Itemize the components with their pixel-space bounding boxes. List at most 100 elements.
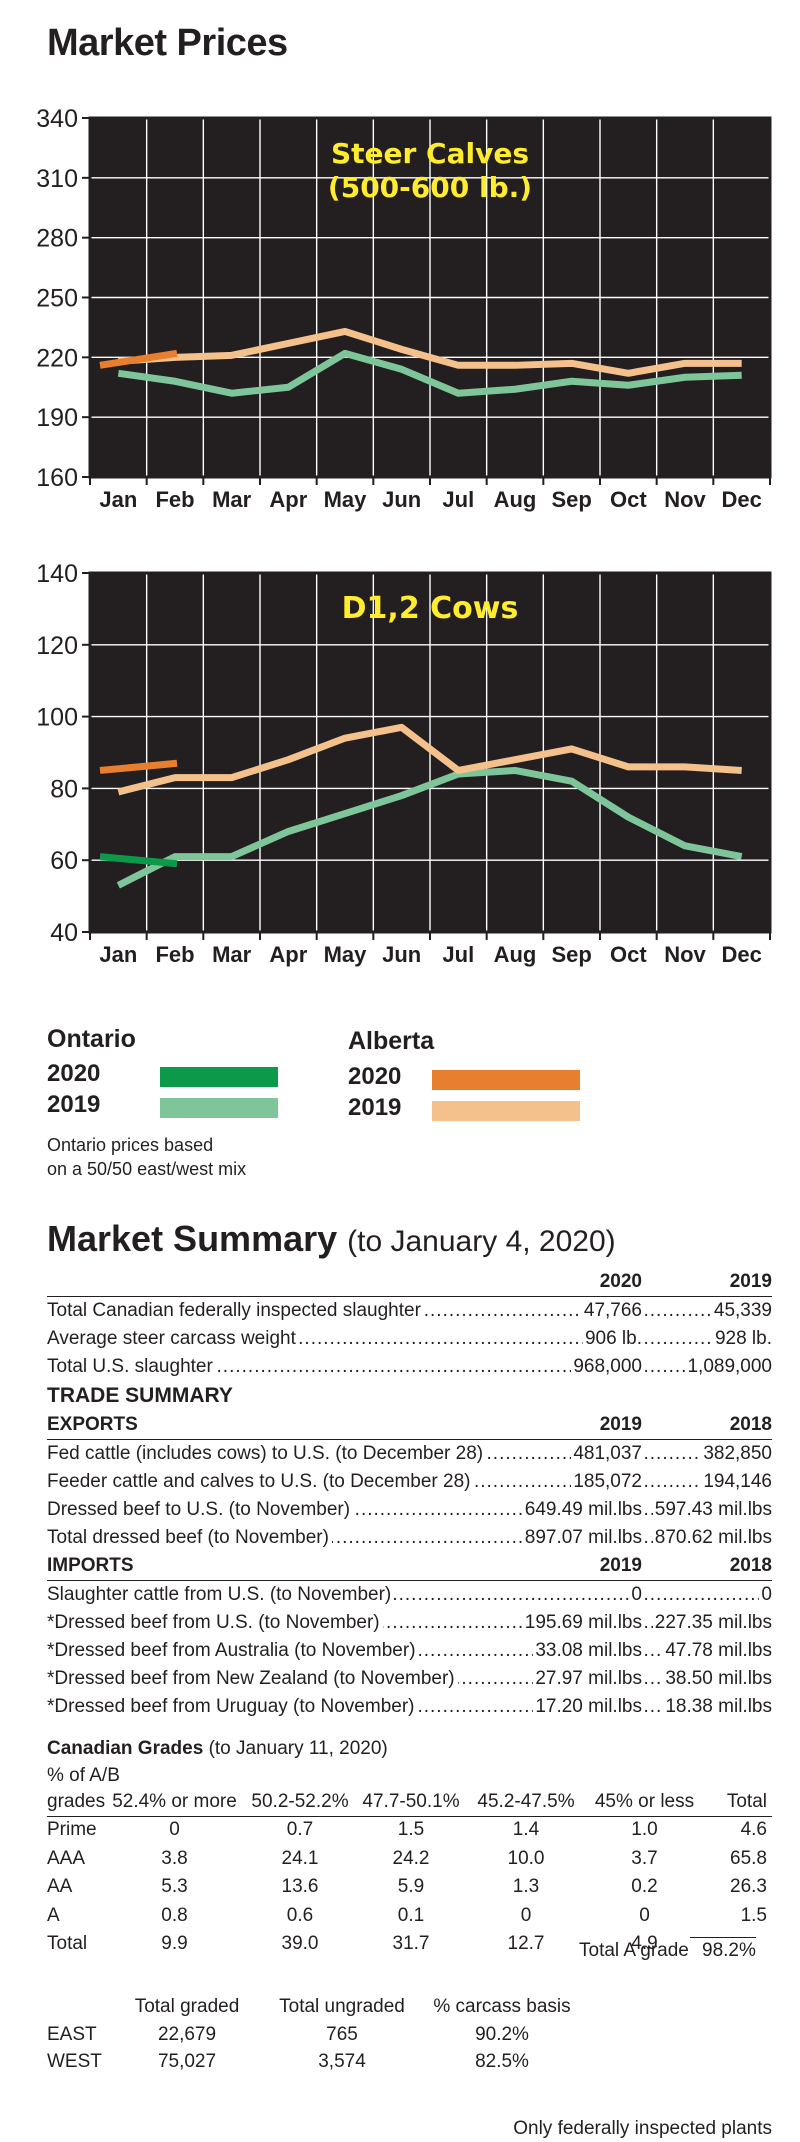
grades-column-header: 50.2-52.2%: [251, 1791, 349, 1812]
grade-label: Total: [47, 1933, 88, 1955]
steer-calves-svg: 160 190 220 250 280 310 340 Jan Feb Mar Apr May Jun J…: [36, 105, 772, 512]
row-value-col2: 0: [759, 1581, 772, 1609]
grade-cell: 4.9: [631, 1933, 658, 1955]
regional-header: Total ungraded: [279, 1996, 405, 2017]
legend-note-line1: Ontario prices based: [47, 1135, 214, 1155]
row-label: Total Canadian federally inspected slaug…: [47, 1297, 424, 1325]
grades-title-line: Canadian Grades (to January 11, 2020): [47, 1738, 388, 1760]
grade-label: AAA: [47, 1847, 86, 1869]
x-tick-label: Nov: [664, 942, 706, 967]
grade-cell: 31.7: [392, 1933, 430, 1955]
chart-title-line: D1,2 Cows: [342, 591, 519, 626]
summary-subtitle: (to January 4, 2020): [347, 1225, 616, 1258]
total-a-grade-label: Total A grade: [579, 1940, 689, 1961]
series-line: [117, 723, 742, 796]
row-value-col2: 18.38 mil.lbs: [663, 1693, 772, 1721]
page-title: Market Prices: [47, 22, 288, 64]
regional-cell: 82.5%: [475, 2051, 529, 2072]
trade-summary-title: TRADE SUMMARY: [47, 1384, 233, 1407]
chart-title-line: Steer Calves: [331, 137, 529, 170]
series-line: [118, 327, 742, 377]
row-label: *Dressed beef from U.S. (to November): [47, 1609, 383, 1637]
y-tick-label: 160: [36, 464, 78, 492]
row-label: Average steer carcass weight: [47, 1325, 299, 1353]
y-tick-label: 80: [50, 775, 78, 803]
grade-cell: 26.3: [730, 1876, 767, 1898]
regional-cell: 765: [326, 2024, 358, 2045]
grade-cell: 9.9: [161, 1933, 188, 1955]
regional-header: Total graded: [134, 1996, 240, 2017]
x-tick-label: Nov: [664, 487, 706, 512]
legend-note-line2: on a 50/50 east/west mix: [47, 1159, 247, 1179]
legend-alberta-title: Alberta: [348, 1027, 435, 1055]
steer-calves-chart: 160 190 220 250 280 310 340 Jan Feb Mar Apr May Jun J…: [0, 100, 800, 520]
grade-cell: 0: [169, 1819, 180, 1840]
grade-label: AA: [47, 1876, 73, 1898]
legend-alberta-2019-label: 2019: [348, 1094, 402, 1121]
grade-cell: 10.0: [507, 1847, 545, 1869]
x-tick-label: Feb: [155, 942, 194, 967]
row-value-col1: 195.69 mil.lbs: [522, 1609, 642, 1637]
series-line: [99, 853, 178, 868]
table-row: ........................................…: [47, 1693, 772, 1721]
y-tick-label: 40: [50, 919, 78, 947]
grades-column-header: 45% or less: [594, 1791, 695, 1812]
row-value-col2: 870.62 mil.lbs: [652, 1524, 772, 1552]
x-tick-label: Jan: [99, 942, 137, 967]
market-summary-title: Market Summary (to January 4, 2020): [47, 1218, 616, 1260]
grade-cell: 0.6: [286, 1904, 314, 1926]
x-tick-label: Dec: [721, 942, 761, 967]
legend-alberta-2020-swatch: [432, 1070, 580, 1090]
regional-cell: 22,679: [157, 2024, 217, 2045]
imports-header-row: IMPORTS 2019 2018: [47, 1552, 772, 1581]
table-row: ........................................…: [47, 1524, 772, 1552]
grade-cell: 5.3: [161, 1876, 188, 1898]
grade-cell: 1.3: [512, 1876, 540, 1898]
row-value-col1: 0: [629, 1581, 642, 1609]
grades-column-header: 45.2-47.5%: [477, 1791, 575, 1812]
legend-ontario-note: Ontario prices based on a 50/50 east/wes…: [47, 1133, 307, 1181]
table-row: ........................................…: [47, 1496, 772, 1524]
row-value-col1: 47,766: [581, 1297, 642, 1325]
grade-cell: 4.6: [740, 1819, 767, 1840]
table-row: ........................................…: [47, 1468, 772, 1496]
footnote: Only federally inspected plants: [513, 2118, 772, 2139]
grade-cell: 65.8: [730, 1847, 767, 1869]
legend-ontario-2020-swatch: [160, 1067, 278, 1087]
grade-label: A: [47, 1904, 60, 1926]
grade-cell: 1.5: [740, 1904, 767, 1926]
x-tick-label: Apr: [269, 487, 307, 512]
exports-col2-header: 2018: [727, 1411, 772, 1439]
row-label: Slaughter cattle from U.S. (to November): [47, 1581, 395, 1609]
summary-title-text: Market Summary: [47, 1218, 338, 1259]
export-rows: ........................................…: [47, 1440, 772, 1552]
x-tick-label: May: [324, 487, 368, 512]
region-label: EAST: [47, 2024, 97, 2045]
grades-header-rule: [47, 1816, 772, 1817]
d12-cows-svg: 40 60 80 100 120 140 Jan Feb Mar Apr May Jun Jul Aug S…: [36, 560, 772, 967]
legend-ontario-title: Ontario: [47, 1025, 136, 1053]
row-value-col2: 194,146: [701, 1468, 772, 1496]
imports-col1-header: 2019: [597, 1552, 642, 1580]
row-value-col1: 481,037: [571, 1440, 642, 1468]
row-value-col2: 1,089,000: [685, 1353, 772, 1381]
grades-column-header: grades: [47, 1791, 106, 1812]
series-line: [117, 349, 742, 397]
y-tick-label: 280: [36, 225, 78, 253]
row-label: *Dressed beef from Uruguay (to November): [47, 1693, 418, 1721]
table-row: ........................................…: [47, 1609, 772, 1637]
summary-col1-header: 2020: [597, 1268, 642, 1296]
row-label: *Dressed beef from New Zealand (to Novem…: [47, 1665, 458, 1693]
grades-column-header: Total: [726, 1791, 767, 1812]
x-tick-label: Oct: [610, 942, 647, 967]
table-row: ........................................…: [47, 1297, 772, 1325]
x-tick-label: Aug: [494, 942, 537, 967]
x-tick-label: Jul: [442, 942, 474, 967]
grade-cell: 13.6: [281, 1876, 319, 1898]
y-tick-label: 120: [36, 632, 78, 660]
grade-cell: 1.5: [397, 1819, 425, 1840]
row-label: *Dressed beef from Australia (to Novembe…: [47, 1637, 419, 1665]
total-a-grade-value: 98.2%: [702, 1940, 756, 1961]
grade-cell: 0.2: [631, 1876, 658, 1898]
y-tick-label: 100: [36, 704, 78, 732]
